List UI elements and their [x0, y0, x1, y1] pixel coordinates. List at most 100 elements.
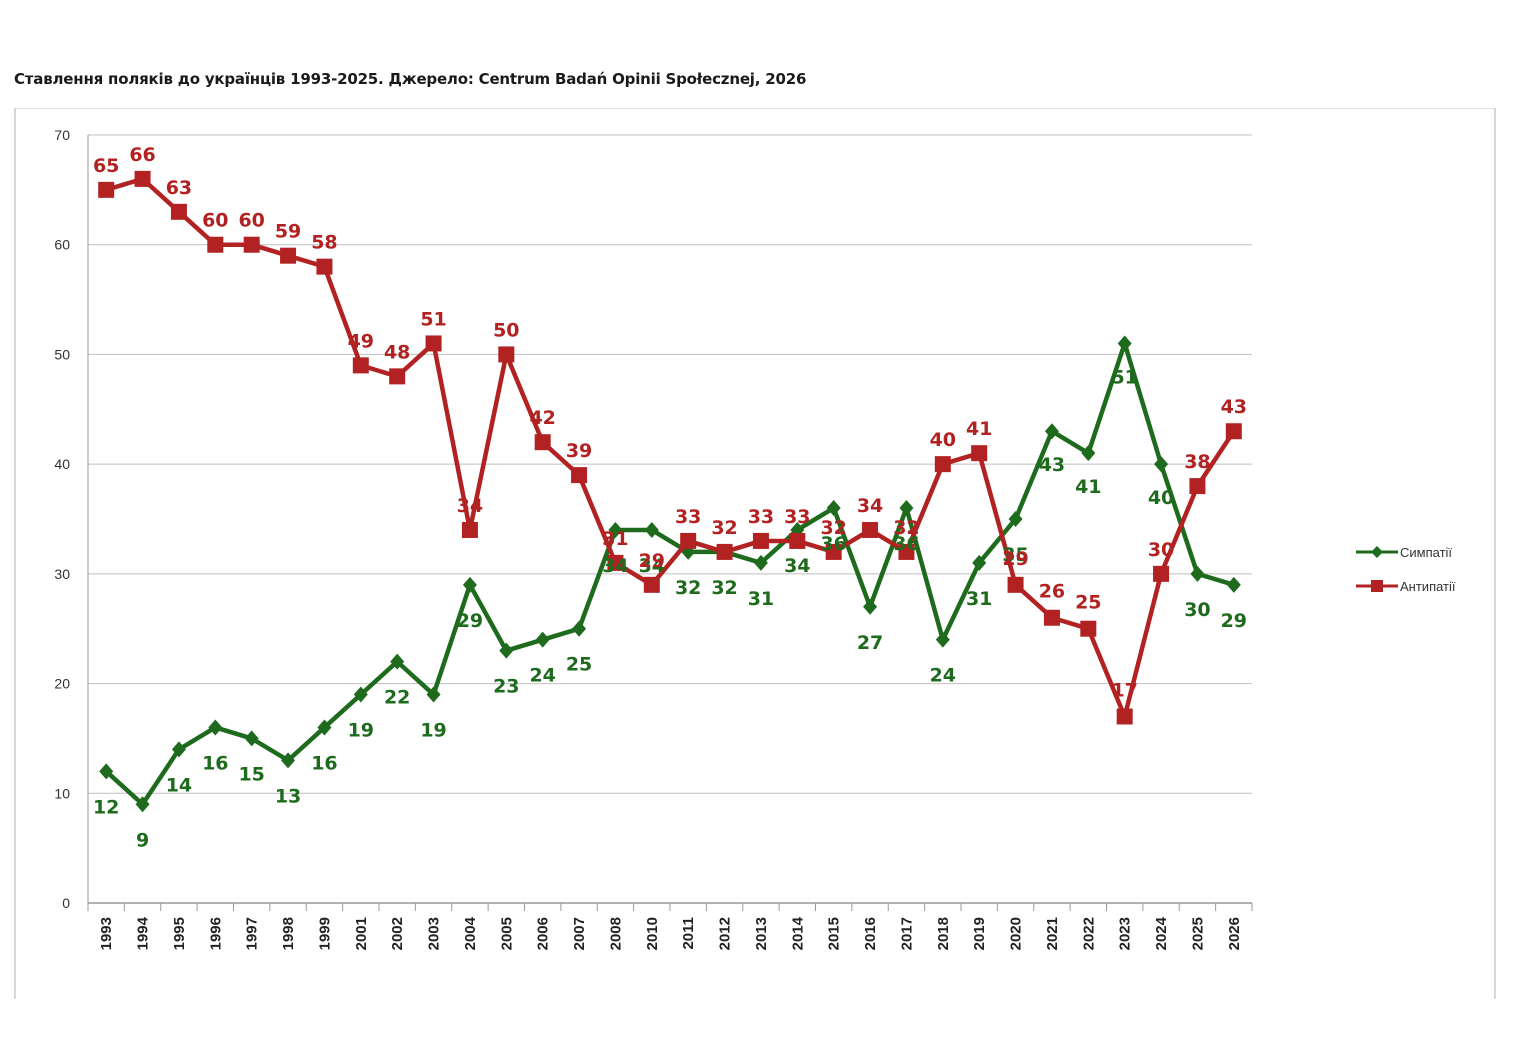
diamond-marker [826, 500, 841, 517]
data-label: 51 [420, 308, 446, 330]
square-marker [789, 532, 806, 549]
x-tick-label: 2018 [935, 917, 952, 950]
data-label: 24 [930, 665, 956, 687]
x-tick-label: 1995 [171, 917, 188, 950]
x-tick-label: 1996 [207, 917, 224, 950]
diamond-marker [644, 521, 659, 538]
legend: Симпатії Антипатії [1356, 545, 1456, 594]
data-label: 16 [311, 752, 337, 774]
diamond-marker [208, 719, 223, 736]
square-marker [643, 576, 660, 593]
data-label: 34 [602, 555, 628, 577]
data-label: 19 [420, 720, 446, 742]
diamond-marker [390, 653, 405, 670]
data-label: 48 [384, 341, 410, 363]
y-tick-label: 30 [54, 566, 70, 582]
data-label: 36 [820, 533, 846, 555]
data-label: 30 [1148, 539, 1174, 561]
series-line [105, 176, 1236, 719]
x-tick-label: 2003 [426, 917, 443, 950]
x-tick-label: 1993 [98, 917, 115, 950]
x-tick-label: 2025 [1189, 917, 1206, 950]
data-label: 29 [639, 550, 665, 572]
legend-label: Симпатії [1400, 545, 1452, 560]
y-tick-label: 0 [62, 895, 70, 911]
series-line [104, 341, 1235, 807]
data-label: 32 [675, 577, 701, 599]
square-marker [825, 543, 842, 560]
square-marker [461, 521, 478, 538]
square-marker [134, 170, 151, 187]
data-label: 27 [857, 632, 883, 654]
data-label: 32 [711, 577, 737, 599]
diamond-marker [135, 796, 150, 813]
data-label: 15 [238, 763, 264, 785]
square-marker [898, 543, 915, 560]
diamond-marker [462, 576, 477, 593]
data-label: 43 [1221, 396, 1247, 418]
square-marker [716, 543, 733, 560]
data-label: 32 [820, 517, 846, 539]
diamond-marker [1081, 445, 1096, 462]
x-tick-label: 2004 [462, 916, 479, 950]
diamond-marker [972, 554, 987, 571]
square-marker [1007, 576, 1024, 593]
data-label: 16 [202, 752, 228, 774]
data-label: 12 [93, 796, 119, 818]
data-label: 65 [93, 155, 119, 177]
legend-square-marker [1371, 580, 1383, 592]
data-label: 39 [566, 440, 592, 462]
square-marker [316, 258, 333, 275]
x-axis-ticks: 1993 1994 1995 1996 1997 1998 1999 2001 2002 2003… [87, 903, 1253, 950]
square-marker [98, 181, 115, 198]
data-label: 22 [384, 687, 410, 709]
diamond-marker [1117, 335, 1132, 352]
x-tick-label: 2022 [1080, 917, 1097, 950]
data-label: 63 [166, 177, 192, 199]
data-label: 43 [1039, 454, 1065, 476]
diamond-marker [244, 730, 259, 747]
x-tick-label: 2021 [1044, 917, 1061, 950]
x-tick-label: 2019 [971, 917, 988, 950]
data-label: 14 [166, 774, 192, 796]
square-marker [862, 521, 879, 538]
data-label: 34 [639, 555, 665, 577]
data-label: 33 [675, 506, 701, 528]
data-label: 34 [857, 495, 883, 517]
data-label: 34 [457, 495, 483, 517]
data-label: 19 [348, 720, 374, 742]
x-tick-label: 1998 [280, 917, 297, 950]
diamond-marker [499, 642, 514, 659]
diamond-marker [608, 521, 623, 538]
data-label: 51 [1111, 366, 1137, 388]
diamond-marker [899, 500, 914, 517]
diamond-marker [1044, 423, 1059, 440]
data-label: 31 [602, 528, 628, 550]
diamond-marker [1226, 576, 1241, 593]
y-tick-label: 60 [54, 237, 70, 253]
x-tick-label: 1997 [244, 917, 261, 950]
square-marker [971, 445, 988, 462]
data-label: 59 [275, 221, 301, 243]
chart-frame [14, 108, 1496, 999]
data-label: 60 [202, 210, 228, 232]
y-tick-label: 50 [54, 346, 70, 362]
square-marker [1080, 620, 1097, 637]
y-tick-label: 70 [54, 127, 70, 143]
diamond-marker [753, 554, 768, 571]
data-label: 60 [238, 210, 264, 232]
x-tick-label: 1999 [316, 917, 333, 950]
x-tick-label: 2007 [571, 917, 588, 950]
square-marker [1153, 565, 1170, 582]
data-label: 66 [129, 144, 155, 166]
data-label: 31 [966, 588, 992, 610]
diamond-marker [99, 763, 114, 780]
square-marker [352, 357, 369, 374]
diamond-marker [1008, 511, 1023, 527]
y-axis-ticks: 0 10 20 30 40 50 60 70 [54, 127, 70, 911]
x-tick-label: 2002 [389, 917, 406, 950]
data-label: 40 [1148, 487, 1174, 509]
data-label: 32 [893, 517, 919, 539]
square-marker [607, 554, 624, 571]
square-marker [243, 236, 260, 253]
